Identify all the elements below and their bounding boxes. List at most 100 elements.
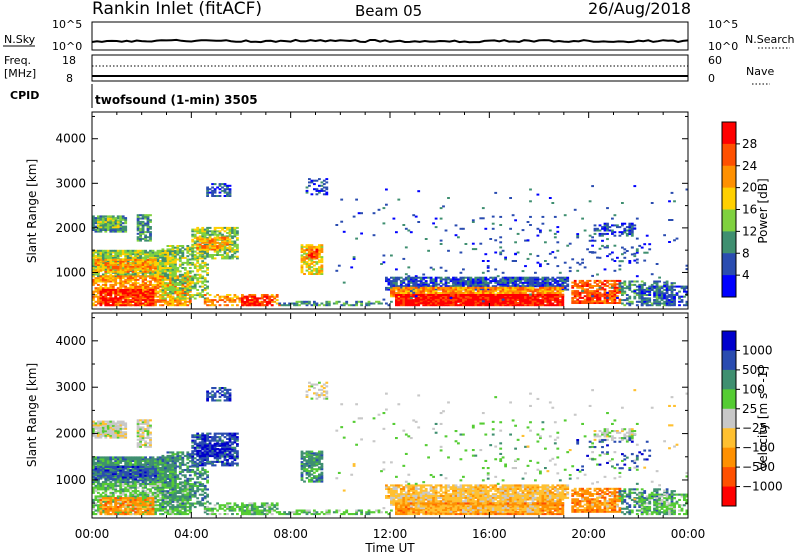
power-cell	[529, 286, 532, 289]
power-cell	[501, 294, 505, 296]
power-cell	[491, 294, 495, 296]
power-cell	[94, 256, 98, 259]
power-cell	[544, 276, 547, 279]
power-cell	[462, 276, 465, 279]
power-cell	[178, 297, 182, 300]
power-cell	[151, 304, 155, 307]
power-cell	[92, 270, 95, 273]
power-cell	[603, 291, 607, 294]
power-cell	[653, 300, 656, 303]
power-cell	[576, 286, 580, 289]
power-cell	[223, 195, 227, 197]
power-cell	[111, 254, 115, 257]
power-cell	[325, 186, 329, 189]
power-cell	[181, 263, 185, 266]
power-cell	[613, 302, 617, 304]
power-cell	[275, 295, 279, 298]
power-cell	[457, 281, 460, 284]
power-cell	[226, 252, 229, 255]
power-cell	[191, 270, 195, 273]
power-cell	[643, 299, 647, 302]
power-cell	[211, 232, 214, 234]
power-cell	[146, 264, 150, 266]
power-cell	[191, 285, 195, 288]
power-cell	[439, 295, 443, 298]
power-cell	[524, 298, 527, 301]
power-cell	[231, 237, 234, 240]
power-cell	[223, 297, 227, 300]
power-cell	[638, 300, 642, 303]
power-cell	[598, 224, 602, 227]
power-cell	[476, 278, 480, 281]
power-cell	[531, 276, 535, 279]
power-cell	[141, 302, 145, 305]
power-cell	[315, 271, 319, 274]
power-cell	[645, 294, 649, 296]
power-cell	[193, 258, 197, 261]
power-cell	[169, 284, 172, 286]
power-cell	[201, 294, 205, 297]
power-cell	[144, 231, 147, 234]
power-cell	[186, 261, 190, 264]
power-cell	[101, 273, 105, 276]
power-cell	[176, 245, 180, 247]
power-cell	[673, 304, 676, 307]
power-cell	[206, 189, 209, 192]
power-cell	[173, 284, 177, 286]
power-cell	[414, 285, 418, 288]
power-cell	[149, 251, 152, 254]
power-cell	[141, 265, 145, 268]
power-cell	[419, 300, 423, 303]
power-cell	[121, 230, 125, 233]
power-cell	[471, 294, 475, 296]
power-cell	[92, 283, 95, 286]
power-cell	[154, 264, 157, 266]
power-cell	[675, 285, 679, 288]
power-cell	[621, 232, 624, 235]
power-cell	[198, 250, 202, 253]
power-cell	[255, 304, 259, 307]
power-cell	[131, 251, 135, 254]
power-cell	[648, 290, 652, 293]
power-cell	[161, 278, 165, 281]
power-cell	[447, 288, 450, 291]
power-cell	[97, 264, 100, 266]
power-cell	[159, 294, 162, 296]
power-cell	[534, 290, 537, 293]
power-cell	[395, 302, 398, 305]
power-cell	[283, 302, 286, 305]
power-cell	[109, 285, 113, 288]
power-cell	[119, 273, 123, 276]
power-cell	[427, 291, 430, 294]
power-cell	[308, 267, 311, 270]
power-cell	[164, 297, 167, 300]
power-cell	[104, 297, 108, 300]
power-cell	[136, 269, 140, 272]
power-cell	[139, 304, 142, 307]
power-cell	[534, 302, 537, 304]
power-cell	[149, 220, 152, 223]
power-cell	[521, 294, 525, 296]
power-cell	[608, 226, 612, 229]
power-cell	[144, 300, 147, 303]
power-cell	[434, 280, 438, 283]
power-cell	[248, 294, 252, 296]
power-cell	[99, 277, 103, 280]
power-cell	[121, 288, 125, 291]
power-cell	[588, 283, 592, 286]
power-cell	[208, 230, 212, 233]
power-cell	[119, 215, 123, 218]
power-cell	[94, 260, 98, 263]
power-cell	[131, 290, 135, 293]
power-cell	[377, 300, 381, 303]
power-cell	[315, 304, 319, 307]
power-cell	[104, 302, 108, 305]
power-cell	[655, 299, 659, 302]
power-cell	[203, 235, 207, 238]
power-cell	[134, 285, 137, 288]
power-cell	[427, 286, 430, 289]
power-cell	[171, 246, 175, 249]
power-cell	[191, 243, 195, 246]
power-cell	[94, 251, 98, 254]
power-cell	[613, 288, 617, 291]
